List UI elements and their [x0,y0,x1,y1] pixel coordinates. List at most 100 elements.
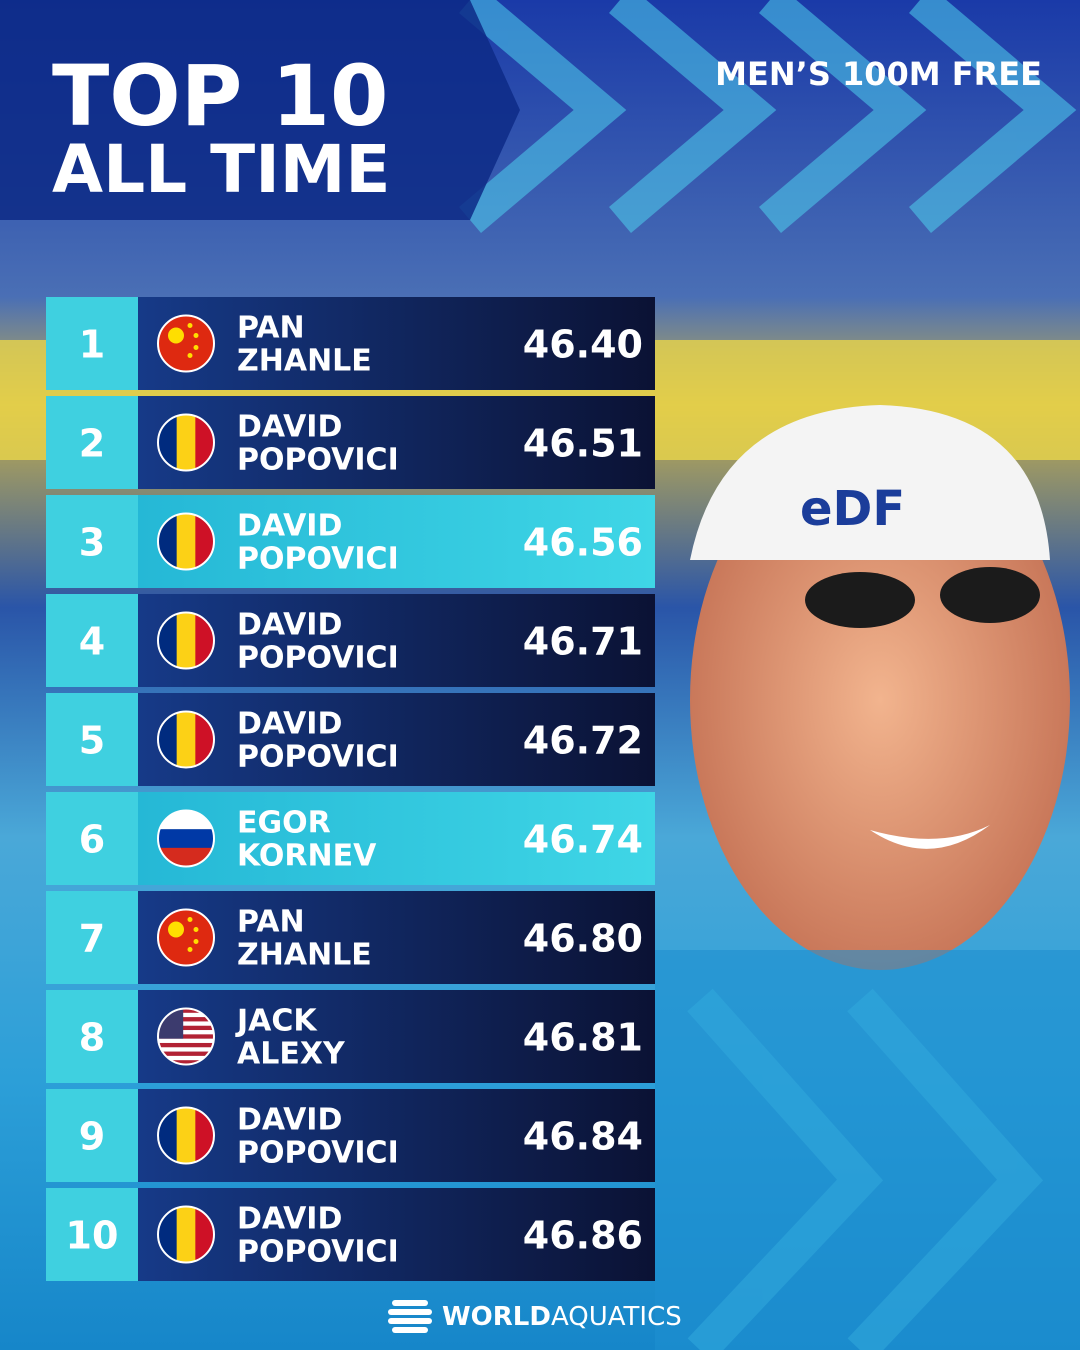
subtitle: MEN’S 100M FREE [715,55,1042,93]
athlete-cell [138,297,655,390]
flag-border [157,611,215,670]
athlete-cell [138,495,655,588]
athlete-cell [138,594,655,687]
svg-text:eDF: eDF [800,481,905,537]
time: 46.71 [523,620,643,664]
flag-border [157,1106,215,1165]
time: 46.40 [523,323,643,367]
last-name: POPOVICI [237,443,399,478]
last-name: ZHANLE [237,344,372,379]
rank-cell [46,594,138,687]
title-line1: TOP 10 [52,47,388,145]
flag-stripe [158,1055,214,1061]
rank-cell [46,891,138,984]
flag-stripe [158,1047,214,1052]
flag-field [158,315,214,372]
rank: 2 [79,422,105,466]
flag-border [157,413,215,472]
first-name: DAVID [237,707,342,742]
time: 46.84 [523,1115,643,1159]
time: 46.80 [523,917,643,961]
time: 46.86 [523,1214,643,1258]
rank: 10 [66,1214,119,1258]
last-name: POPOVICI [237,542,399,577]
flag-stripe [158,1017,214,1022]
rank-cell [46,297,138,390]
flag-stripe [158,1025,214,1031]
flag-stripe [176,414,196,471]
athlete-cell [138,1188,655,1281]
time: 46.81 [523,1016,643,1060]
flag-stripe [158,1030,214,1035]
flag-stripe [158,1042,214,1048]
flag-star [187,353,193,358]
flag-stripe [158,1038,214,1044]
brand: WORLDAQUATICS [388,1300,682,1333]
flag-stripe [176,711,196,768]
rank: 4 [79,620,105,664]
rank: 8 [79,1016,105,1060]
rank: 7 [79,917,105,961]
flag-star [168,921,184,938]
flag-stripe [176,1206,196,1263]
last-name: ALEXY [237,1037,346,1072]
brand-bold: WORLD [442,1302,551,1332]
rank-cell [46,1089,138,1182]
swimmer: eDF [690,405,1070,970]
first-name: DAVID [237,410,342,445]
first-name: DAVID [237,1202,342,1237]
flag [158,315,214,372]
title-panel [0,0,520,220]
first-name: DAVID [237,509,342,544]
last-name: POPOVICI [237,740,399,775]
athlete-cell [138,990,655,1083]
rank-cell [46,792,138,885]
athlete-cell [138,1089,655,1182]
flag-stripe [158,1051,214,1057]
flag-star [187,917,193,922]
flag-border [157,1007,215,1066]
flag-stripe [158,1060,214,1065]
first-name: JACK [235,1004,318,1039]
water [655,950,1080,1350]
brand-logo [388,1300,432,1333]
brand-name: WORLDAQUATICS [442,1302,682,1332]
time: 46.56 [523,521,643,565]
athlete-cell [138,792,655,885]
flag-star [193,939,199,944]
flag-stripe [176,1107,196,1164]
rank: 9 [79,1115,105,1159]
flag-border [157,710,215,769]
rank: 3 [79,521,105,565]
flag-field [158,909,214,966]
rank: 6 [79,818,105,862]
time: 46.74 [523,818,643,862]
athlete-cell [138,891,655,984]
flag-stripe [176,612,196,669]
flag-border [157,809,215,868]
athlete-cell [138,693,655,786]
first-name: DAVID [237,1103,342,1138]
rank: 5 [79,719,105,763]
last-name: ZHANLE [237,938,372,973]
flag-border [157,314,215,373]
last-name: KORNEV [237,839,377,874]
flag-star [193,345,199,350]
flag-star [193,333,199,338]
rank-cell [46,396,138,489]
flag-stripe [176,513,196,570]
flag-border [157,1205,215,1264]
last-name: POPOVICI [237,1136,399,1171]
time: 46.72 [523,719,643,763]
flag-star [187,947,193,952]
flag-stripe [158,1034,214,1039]
